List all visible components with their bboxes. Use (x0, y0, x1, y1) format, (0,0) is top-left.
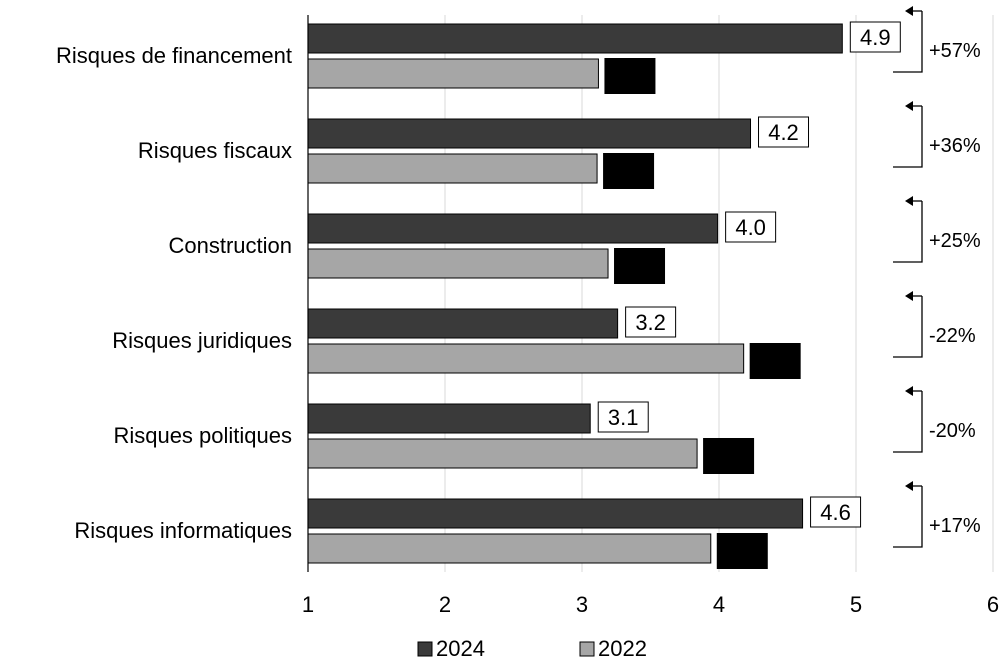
bars-group (307, 23, 843, 564)
value-label-box (810, 496, 862, 528)
value-labels-group: 4.9 4.2 4.0 3.2 3.1 4.6 (597, 21, 901, 528)
value-label: 3.2 (635, 310, 666, 335)
legend-label: 2022 (598, 636, 647, 659)
value-label: 4.6 (820, 500, 851, 525)
bar-2022 (307, 58, 599, 89)
change-label: -22% (929, 325, 976, 347)
redaction-block (614, 248, 666, 284)
change-label: +25% (929, 230, 981, 252)
change-annotations-group: +57% +36% +25% -22% -20% +17% (893, 6, 981, 548)
redaction-block (604, 58, 656, 94)
bar-2024 (307, 118, 752, 149)
change-label: +36% (929, 135, 981, 157)
bar-2022 (307, 533, 712, 564)
arrow-left-icon (905, 481, 913, 491)
bar-2024 (307, 213, 719, 244)
change-bracket (893, 11, 923, 73)
bar-2024 (307, 308, 619, 339)
value-label: 4.9 (860, 25, 891, 50)
value-label: 4.2 (768, 120, 799, 145)
bar-2024 (307, 23, 843, 54)
bar-2022 (307, 248, 609, 279)
x-tick-label: 5 (850, 592, 862, 617)
redaction-block (703, 438, 755, 474)
value-label-box (597, 401, 649, 433)
arrow-left-icon (905, 6, 913, 16)
value-label-box (625, 306, 677, 338)
x-tick-label: 4 (713, 592, 725, 617)
x-tick-label: 3 (576, 592, 588, 617)
redaction-block (749, 343, 801, 379)
category-label: Risques fiscaux (138, 138, 292, 163)
change-label: -20% (929, 420, 976, 442)
category-labels-group: Risques de financement Risques fiscaux Con… (56, 43, 292, 543)
bar-2024 (307, 498, 804, 529)
grid-lines (444, 15, 994, 572)
value-label: 3.1 (608, 405, 639, 430)
change-bracket (893, 201, 923, 263)
arrow-left-icon (905, 196, 913, 206)
x-tick-label: 6 (987, 592, 999, 617)
x-tick-label: 1 (302, 592, 314, 617)
bar-2022 (307, 153, 598, 184)
value-label-box (849, 21, 901, 53)
legend-swatch (579, 641, 595, 657)
arrow-left-icon (905, 291, 913, 301)
category-label: Risques politiques (113, 423, 292, 448)
x-tick-labels-group: 1 2 3 4 5 6 (302, 592, 999, 617)
legend-swatch (417, 641, 433, 657)
category-label: Construction (168, 233, 292, 258)
bar-2022 (307, 438, 698, 469)
value-label: 4.0 (735, 215, 766, 240)
change-bracket (893, 296, 923, 358)
redaction-blocks (603, 58, 801, 569)
change-bracket (893, 106, 923, 168)
legend-label: 2024 (436, 636, 485, 659)
redaction-block (716, 533, 768, 569)
change-label: +57% (929, 40, 981, 62)
category-label: Risques informatiques (74, 518, 292, 543)
bar-2022 (307, 343, 745, 374)
redaction-block (603, 153, 655, 189)
bar-2024 (307, 403, 591, 434)
value-label-box (725, 211, 777, 243)
arrow-left-icon (905, 101, 913, 111)
change-label: +17% (929, 515, 981, 537)
category-label: Risques de financement (56, 43, 292, 68)
change-bracket (893, 486, 923, 548)
category-label: Risques juridiques (112, 328, 292, 353)
arrow-left-icon (905, 386, 913, 396)
change-bracket (893, 391, 923, 453)
x-tick-label: 2 (439, 592, 451, 617)
value-label-box (758, 116, 810, 148)
legend: 2024 2022 (417, 636, 647, 659)
